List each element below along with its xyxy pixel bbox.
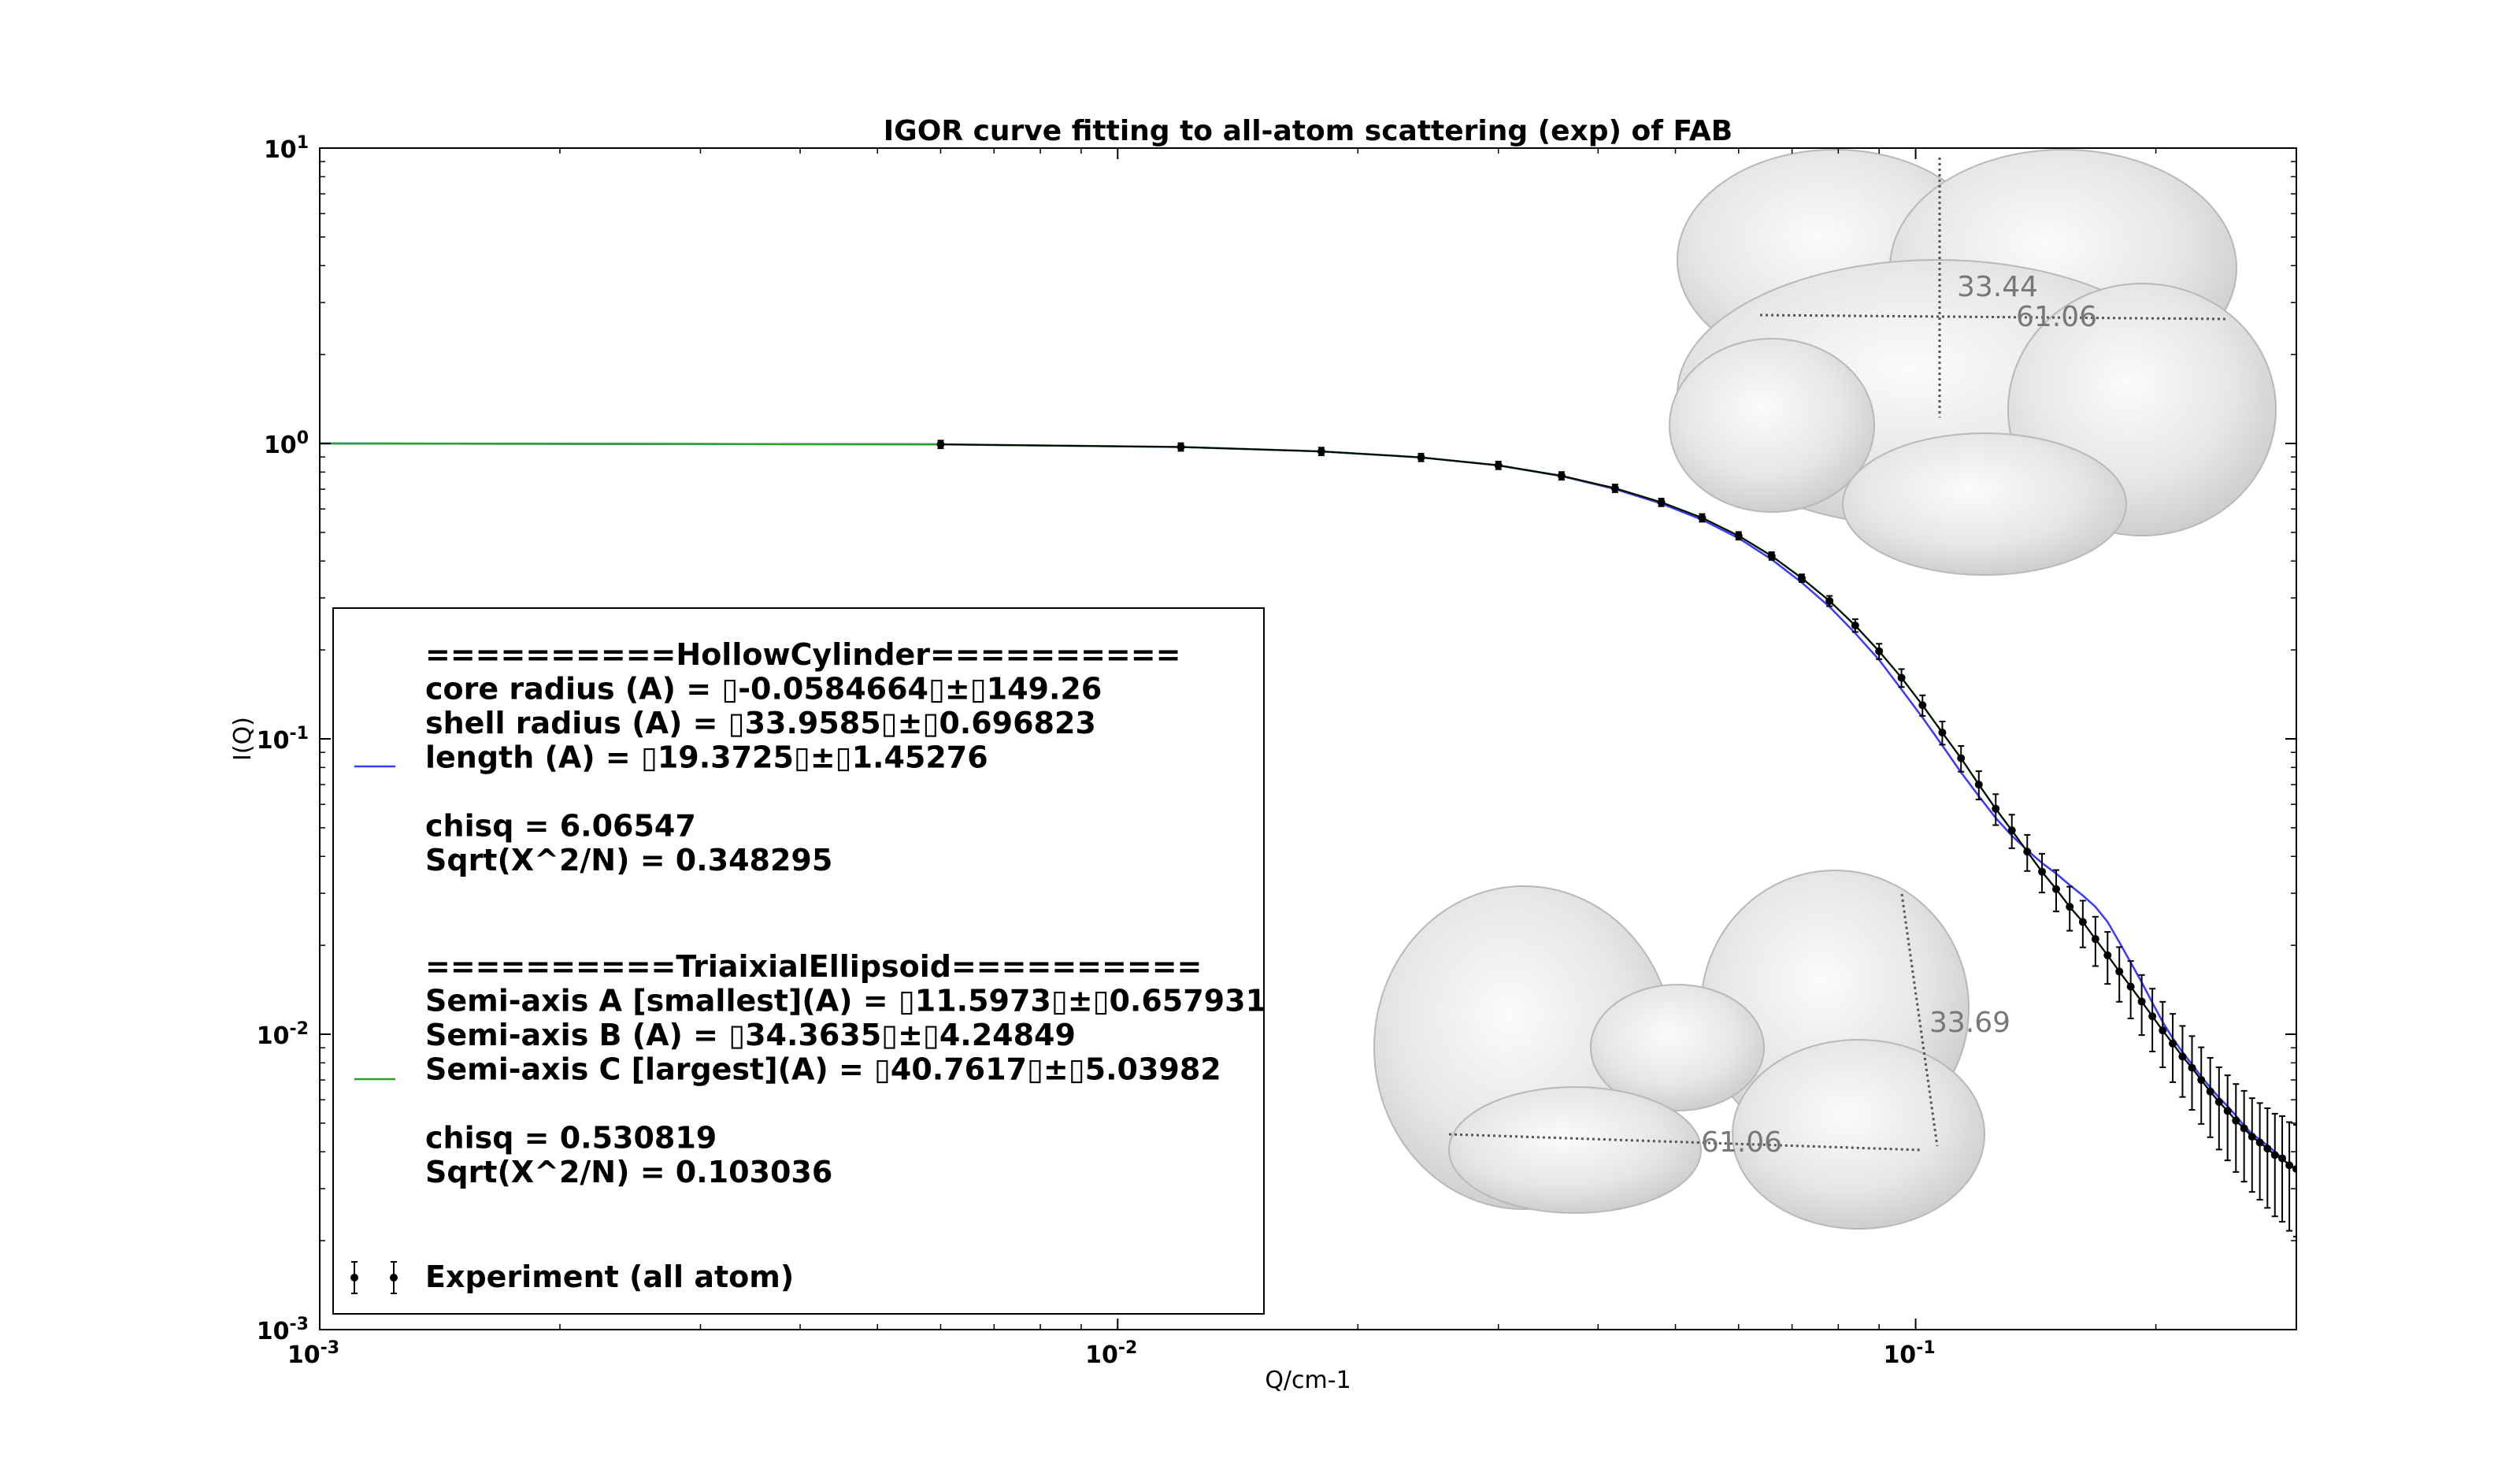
data-point bbox=[2240, 1124, 2248, 1133]
legend-line: length (A) = ▯19.3725▯±▯1.45276 bbox=[425, 740, 988, 775]
data-point bbox=[1610, 484, 1619, 492]
molecule-bottom-label-1: 33.69 bbox=[1929, 1007, 2010, 1039]
data-point bbox=[2270, 1151, 2279, 1159]
data-point bbox=[2148, 1012, 2157, 1021]
legend-line: Experiment (all atom) bbox=[425, 1260, 794, 1294]
data-point bbox=[2197, 1076, 2206, 1085]
data-point bbox=[2051, 885, 2060, 893]
data-point bbox=[2038, 867, 2047, 876]
legend-box bbox=[332, 607, 1265, 1315]
data-point bbox=[1897, 673, 1906, 682]
data-point bbox=[2066, 903, 2074, 911]
data-point bbox=[1698, 514, 1707, 522]
data-point bbox=[2137, 997, 2146, 1006]
data-point bbox=[1938, 729, 1947, 737]
data-point bbox=[936, 440, 945, 449]
data-point bbox=[2103, 951, 2112, 959]
legend-marker bbox=[390, 1274, 398, 1282]
data-point bbox=[2159, 1026, 2167, 1035]
molecule-inset-bottom: 33.69 61.06 bbox=[1373, 870, 2010, 1230]
data-point bbox=[1918, 701, 1927, 710]
data-point bbox=[2206, 1087, 2214, 1096]
y-tick-label: 10-1 bbox=[257, 724, 309, 755]
molecule-top-label-1: 33.44 bbox=[1957, 271, 2038, 303]
molecule-bottom-label-2: 61.06 bbox=[1701, 1126, 1782, 1159]
data-point bbox=[2126, 982, 2135, 991]
data-point bbox=[2223, 1107, 2232, 1115]
y-tick-label: 10-3 bbox=[257, 1315, 309, 1345]
legend-line: shell radius (A) = ▯33.9585▯±▯0.696823 bbox=[425, 706, 1096, 740]
legend-handles bbox=[350, 765, 398, 1294]
legend: ==========HollowCylinder==========core r… bbox=[332, 607, 1266, 1315]
data-point bbox=[1974, 781, 1983, 789]
data-point bbox=[2285, 1161, 2294, 1170]
data-point bbox=[1317, 447, 1325, 456]
data-point bbox=[1417, 453, 1425, 462]
data-point bbox=[2115, 967, 2124, 976]
data-point bbox=[2178, 1052, 2187, 1061]
y-axis-label: I(Q) bbox=[229, 717, 257, 761]
data-point bbox=[2232, 1116, 2240, 1125]
data-point bbox=[1851, 621, 1859, 630]
y-tick-label: 10-2 bbox=[257, 1019, 309, 1050]
data-point bbox=[2263, 1145, 2272, 1153]
legend-line: Sqrt(X^2/N) = 0.103036 bbox=[425, 1155, 832, 1189]
data-point bbox=[1797, 573, 1806, 582]
data-point bbox=[2188, 1063, 2196, 1072]
y-axis: 10-3 10-2 10-1 100 101 bbox=[257, 133, 2296, 1345]
data-point bbox=[1992, 804, 2000, 813]
data-point bbox=[1177, 443, 1185, 451]
data-point bbox=[2078, 918, 2087, 926]
y-tick-label: 100 bbox=[264, 428, 309, 459]
legend-line: ==========TriaixialEllipsoid========== bbox=[425, 949, 1202, 984]
data-point bbox=[1734, 532, 1743, 540]
legend-line: Semi-axis B (A) = ▯34.3635▯±▯4.24849 bbox=[425, 1018, 1076, 1052]
x-tick-label: 10-1 bbox=[1883, 1338, 1935, 1369]
legend-line: Semi-axis A [smallest](A) = ▯11.5973▯±▯0… bbox=[425, 984, 1266, 1018]
data-point bbox=[2169, 1039, 2177, 1048]
data-point bbox=[2214, 1097, 2223, 1106]
data-point bbox=[2007, 826, 2016, 835]
legend-line: chisq = 6.06547 bbox=[425, 809, 696, 844]
data-point bbox=[1875, 647, 1884, 655]
x-axis: 10-3 10-2 10-1 bbox=[287, 148, 2157, 1369]
data-point bbox=[1494, 461, 1503, 469]
data-point bbox=[1767, 551, 1776, 560]
data-point bbox=[2248, 1133, 2256, 1141]
x-axis-label: Q/cm-1 bbox=[1265, 1367, 1351, 1394]
data-point bbox=[1825, 596, 1834, 605]
data-point bbox=[2091, 935, 2099, 944]
data-point bbox=[1557, 472, 1566, 480]
legend-text: ==========HollowCylinder==========core r… bbox=[425, 637, 1266, 1294]
legend-line: ==========HollowCylinder========== bbox=[425, 637, 1180, 672]
data-point bbox=[2023, 848, 2032, 856]
data-point bbox=[2292, 1164, 2296, 1173]
legend-line: chisq = 0.530819 bbox=[425, 1121, 717, 1156]
series-layer bbox=[320, 440, 2296, 1237]
x-tick-label: 10-3 bbox=[287, 1338, 339, 1369]
legend-line: Sqrt(X^2/N) = 0.348295 bbox=[425, 843, 832, 877]
legend-line: core radius (A) = ▯-0.0584664▯±▯149.26 bbox=[425, 672, 1102, 707]
chart-title: IGOR curve fitting to all-atom scatterin… bbox=[884, 115, 1732, 147]
legend-marker bbox=[350, 1274, 358, 1282]
data-point bbox=[2255, 1138, 2264, 1147]
data-point bbox=[1657, 498, 1666, 506]
molecule-top-label-2: 61.06 bbox=[2016, 301, 2097, 333]
y-tick-label: 101 bbox=[264, 133, 309, 164]
data-point bbox=[2278, 1154, 2287, 1163]
data-point bbox=[1957, 754, 1966, 762]
legend-line: Semi-axis C [largest](A) = ▯40.7617▯±▯5.… bbox=[425, 1052, 1221, 1087]
molecule-inset-top: 33.44 61.06 bbox=[1669, 149, 2277, 576]
x-tick-label: 10-2 bbox=[1085, 1338, 1137, 1369]
